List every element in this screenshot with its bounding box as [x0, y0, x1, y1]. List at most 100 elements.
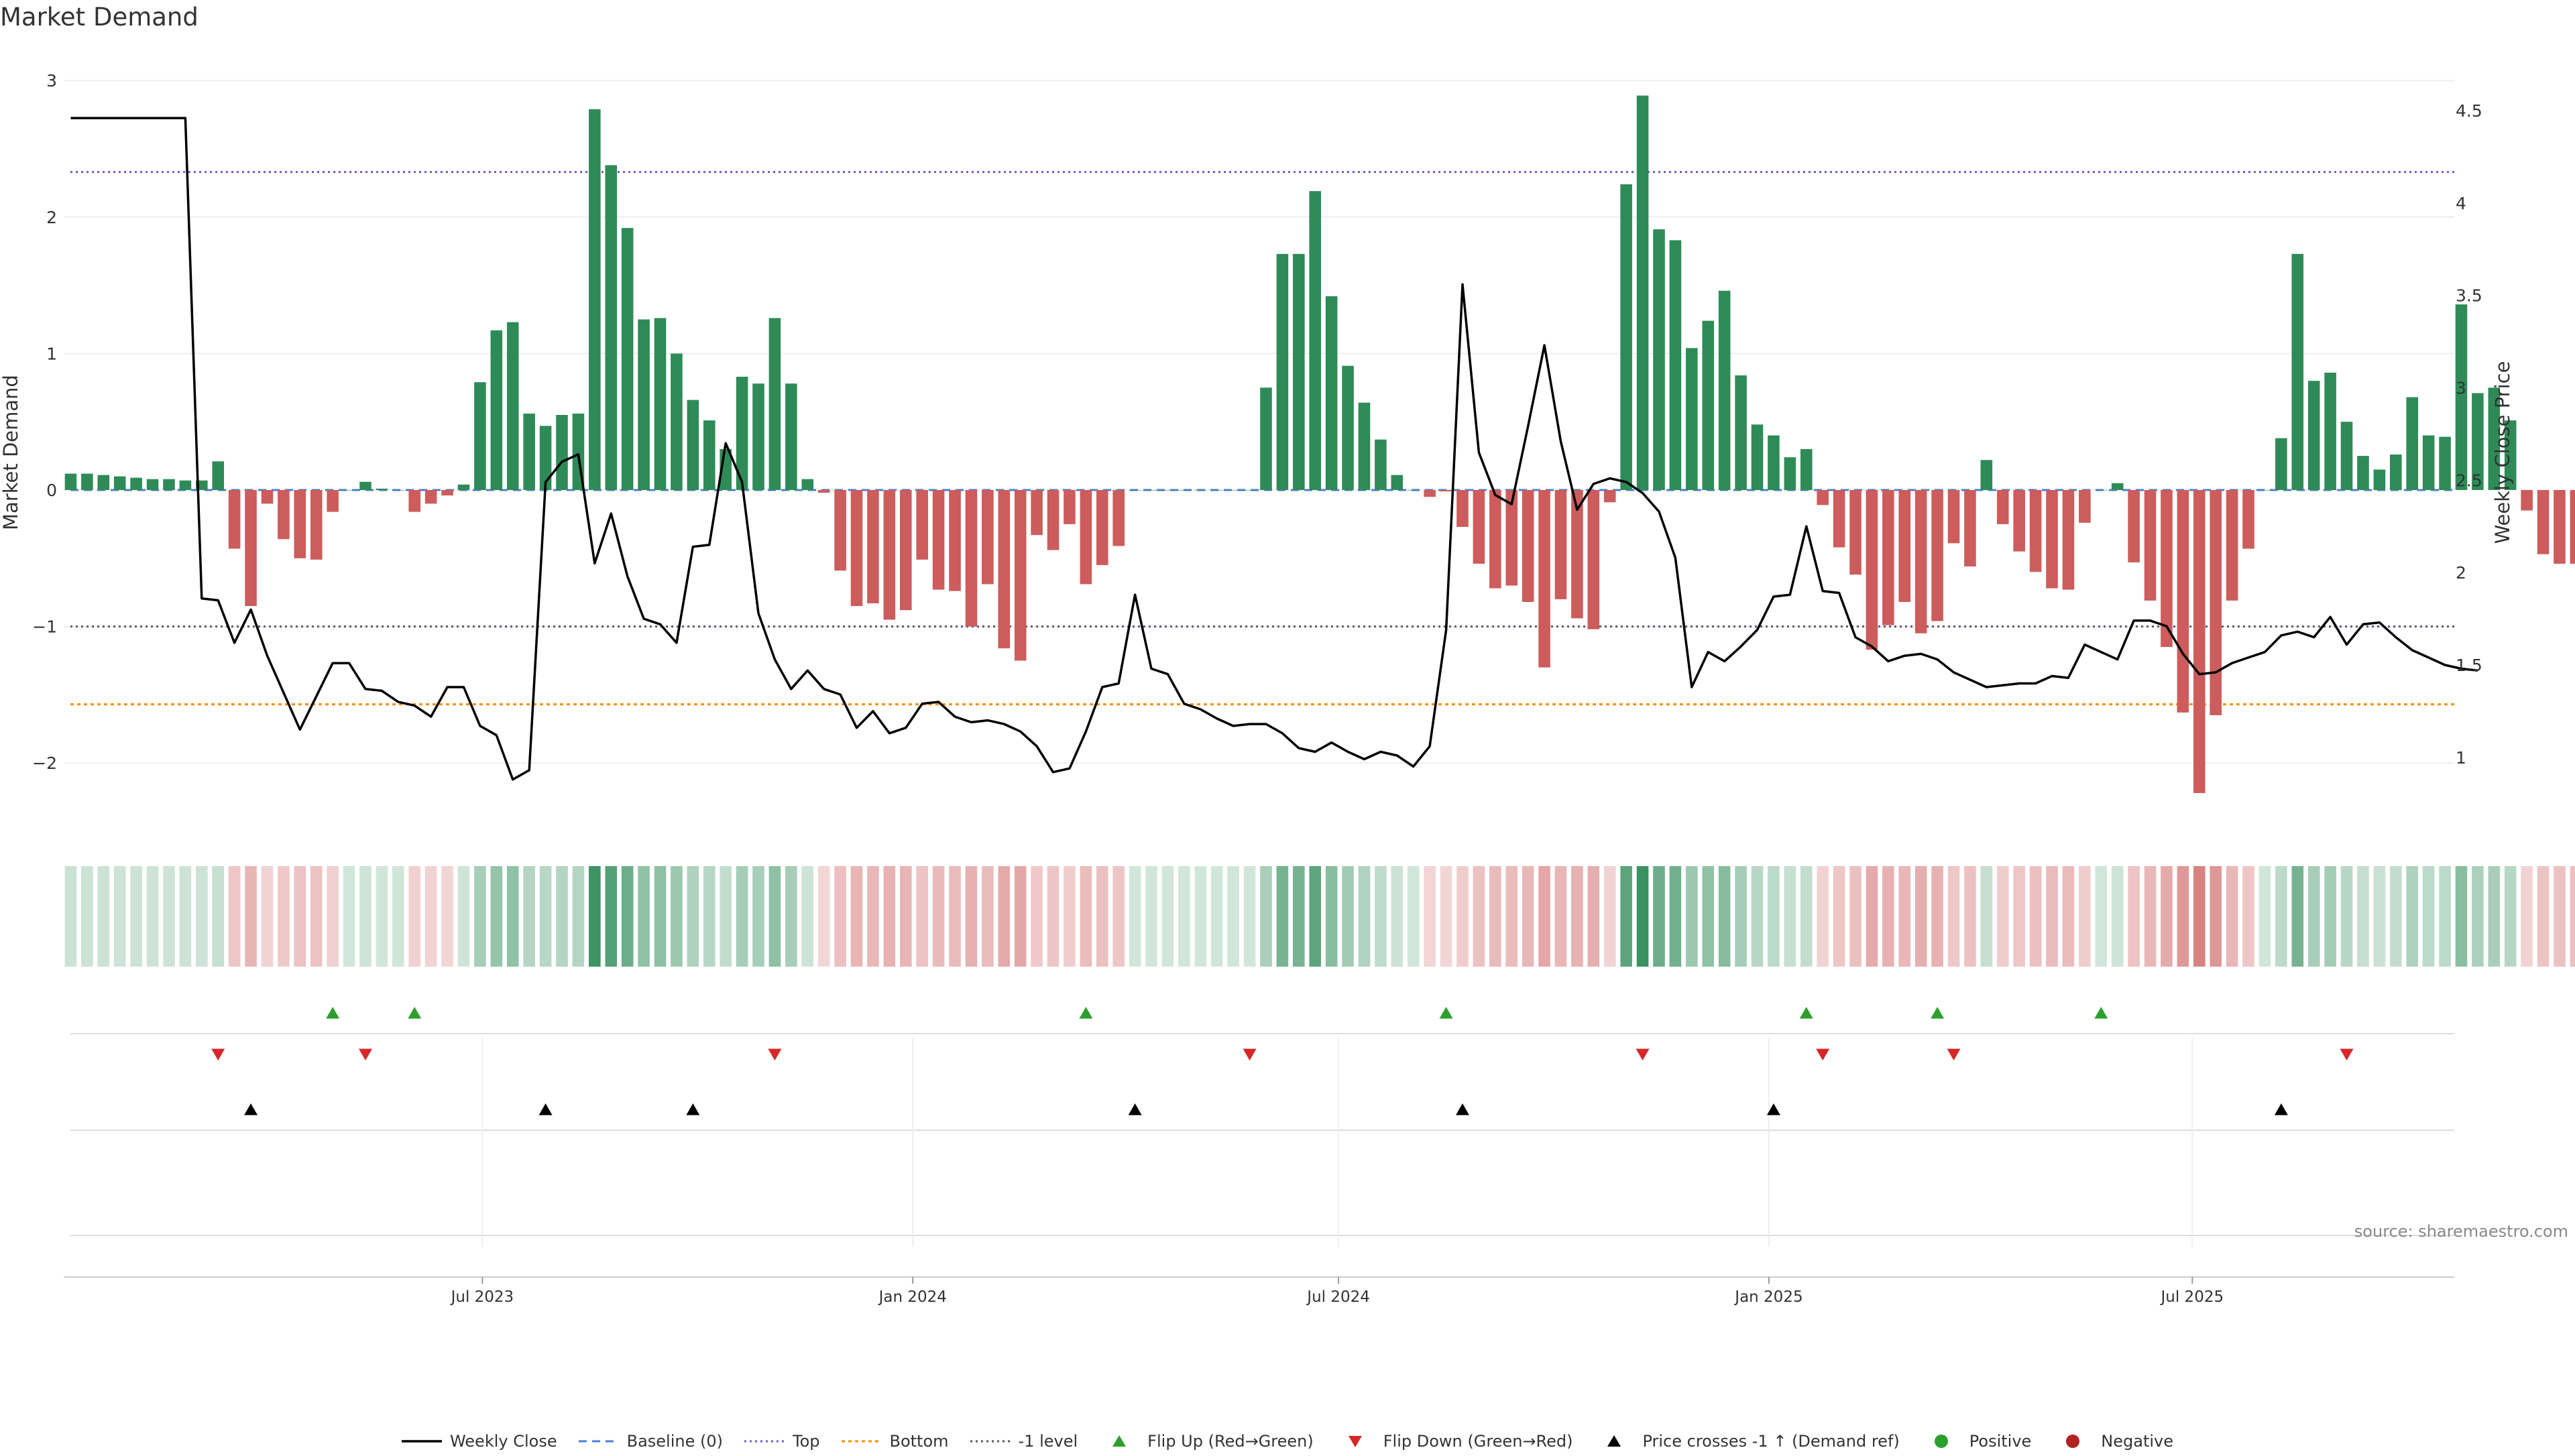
demand-bar: [1620, 184, 1632, 490]
heat-cell: [2046, 866, 2058, 967]
legend-item-positive: Positive: [1921, 1432, 2032, 1451]
demand-bar: [2406, 397, 2419, 490]
demand-bar: [801, 479, 814, 490]
heat-cell: [2111, 866, 2124, 967]
heat-cell: [327, 866, 339, 967]
heat-cell: [1898, 866, 1911, 967]
heat-cell: [768, 866, 781, 967]
demand-bar: [1161, 489, 1174, 491]
demand-bar: [1194, 489, 1207, 491]
demand-bar: [2013, 489, 2025, 552]
heat-cell: [1293, 866, 1305, 967]
heat-cell: [130, 866, 142, 967]
heat-cell: [163, 866, 175, 967]
demand-bar: [359, 481, 371, 490]
heat-cell: [1194, 866, 1207, 967]
heat-cell: [1603, 866, 1616, 967]
heat-cell: [703, 866, 716, 967]
demand-bar: [1014, 489, 1027, 661]
heat-cell: [1489, 866, 1501, 967]
heat-cell: [1653, 866, 1665, 967]
demand-bar: [441, 489, 453, 496]
event-markers: [70, 1007, 2454, 1247]
demand-bar: [1587, 489, 1600, 629]
heat-cell: [1882, 866, 1894, 967]
demand-bar: [2062, 489, 2075, 590]
heat-cell: [1931, 866, 1943, 967]
demand-bar: [752, 383, 764, 490]
demand-bar: [1636, 95, 1649, 490]
heat-cell: [2128, 866, 2140, 967]
heat-cell: [1538, 866, 1550, 967]
demand-bar: [1424, 489, 1436, 497]
demand-bar: [1931, 489, 1943, 621]
heat-cell: [278, 866, 290, 967]
demand-bar: [1260, 387, 1272, 490]
legend-label: Negative: [2101, 1432, 2174, 1451]
legend-item-minus1: -1 level: [970, 1432, 1078, 1451]
heat-cell: [2210, 866, 2222, 967]
heat-cell: [2161, 866, 2173, 967]
x-tick-label: Jan 2025: [1733, 1288, 1802, 1306]
y2-tick-label: 4.5: [2456, 101, 2482, 121]
heat-cell: [1080, 866, 1092, 967]
heat-cell: [2439, 866, 2451, 967]
demand-bar: [212, 461, 225, 490]
cross-marker: [2274, 1103, 2288, 1115]
heat-cell: [1243, 866, 1256, 967]
heat-cell: [572, 866, 585, 967]
legend-label: Top: [793, 1432, 820, 1451]
legend-item-flip-up: Flip Up (Red→Green): [1099, 1432, 1314, 1451]
heat-cell: [589, 866, 601, 967]
heat-cell: [899, 866, 912, 967]
heat-cell: [294, 866, 306, 967]
heat-cell: [97, 866, 110, 967]
demand-bar: [278, 489, 290, 540]
demand-bar: [2390, 454, 2402, 490]
heat-cell: [1587, 866, 1600, 967]
demand-bar: [1882, 489, 1894, 625]
x-axis: Jul 2023 Jan 2024 Jul 2024 Jan 2025 Jul 2025: [64, 1276, 2454, 1306]
x-tick-label: Jul 2024: [1306, 1288, 1370, 1306]
heat-cell: [1620, 866, 1632, 967]
demand-bar: [1522, 489, 1534, 602]
grid-lines: [64, 80, 2454, 764]
demand-bar: [2226, 489, 2238, 601]
legend-item-negative: Negative: [2053, 1432, 2173, 1451]
heat-cell: [850, 866, 863, 967]
demand-bar: [2111, 483, 2124, 490]
heat-cell: [2472, 866, 2484, 967]
heat-cell: [2554, 866, 2566, 967]
demand-bar: [2144, 489, 2157, 601]
legend-label: Positive: [1969, 1432, 2032, 1451]
legend-swatch-icon: [841, 1433, 882, 1449]
demand-bar: [2570, 489, 2575, 564]
legend-item-top: Top: [744, 1432, 820, 1451]
heat-cell: [1210, 866, 1223, 967]
legend-label: -1 level: [1018, 1432, 1078, 1451]
demand-bar: [245, 489, 257, 607]
heat-cell: [441, 866, 453, 967]
legend-swatch-icon: [578, 1433, 619, 1449]
heat-cell: [2324, 866, 2336, 967]
demand-bar: [1145, 489, 1157, 491]
flip-up-marker: [326, 1007, 340, 1019]
heat-cell: [785, 866, 797, 967]
demand-bar: [850, 489, 863, 607]
heat-cell: [638, 866, 650, 967]
demand-bar: [998, 489, 1011, 649]
demand-bar: [687, 400, 699, 490]
flip-down-marker: [1243, 1048, 1257, 1060]
heat-cell: [1112, 866, 1125, 967]
heat-cell: [982, 866, 994, 967]
heat-cell: [2242, 866, 2254, 967]
heat-cell: [1014, 866, 1027, 967]
heat-cell: [556, 866, 568, 967]
heat-cell: [2521, 866, 2533, 967]
heat-cell: [1129, 866, 1141, 967]
heat-cell: [2275, 866, 2287, 967]
chart-title: Market Demand: [0, 3, 198, 32]
legend-swatch-icon: [1335, 1433, 1375, 1449]
heat-cell: [424, 866, 437, 967]
cross-marker: [244, 1103, 258, 1115]
